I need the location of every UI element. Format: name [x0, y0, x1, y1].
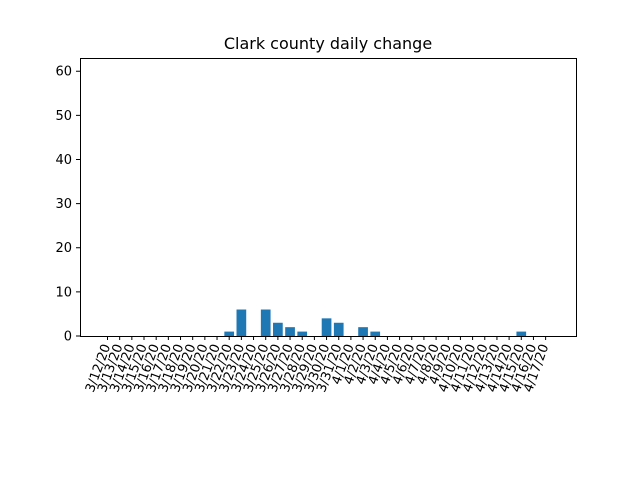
plot-frame: [80, 58, 577, 337]
bar-3-23-20: [236, 309, 247, 336]
y-tick-label: 30: [55, 197, 72, 212]
bar-4-2-20: [358, 327, 368, 336]
bar-3-28-20: [297, 331, 308, 336]
bar-4-15-20: [516, 331, 527, 336]
bar-3-31-20: [333, 322, 344, 336]
bar-3-22-20: [224, 331, 235, 336]
y-tick-label: 0: [64, 330, 72, 345]
y-tick-label: 50: [55, 109, 72, 124]
y-tick-label: 40: [55, 153, 72, 168]
bar-3-30-20: [321, 318, 332, 336]
x-axis: 3/12/203/13/203/14/203/15/203/16/203/17/…: [83, 336, 552, 394]
y-tick-label: 10: [55, 285, 72, 300]
bars-group: [224, 309, 527, 336]
chart-title: Clark county daily change: [224, 34, 432, 53]
bar-3-27-20: [285, 327, 295, 336]
bar-3-25-20: [260, 309, 271, 336]
y-tick-label: 60: [55, 65, 72, 80]
y-axis: 0 10 20 30 40 50 60: [55, 65, 80, 345]
bar-3-26-20: [273, 322, 283, 336]
bar-4-3-20: [370, 331, 381, 336]
y-tick-label: 20: [55, 241, 72, 256]
